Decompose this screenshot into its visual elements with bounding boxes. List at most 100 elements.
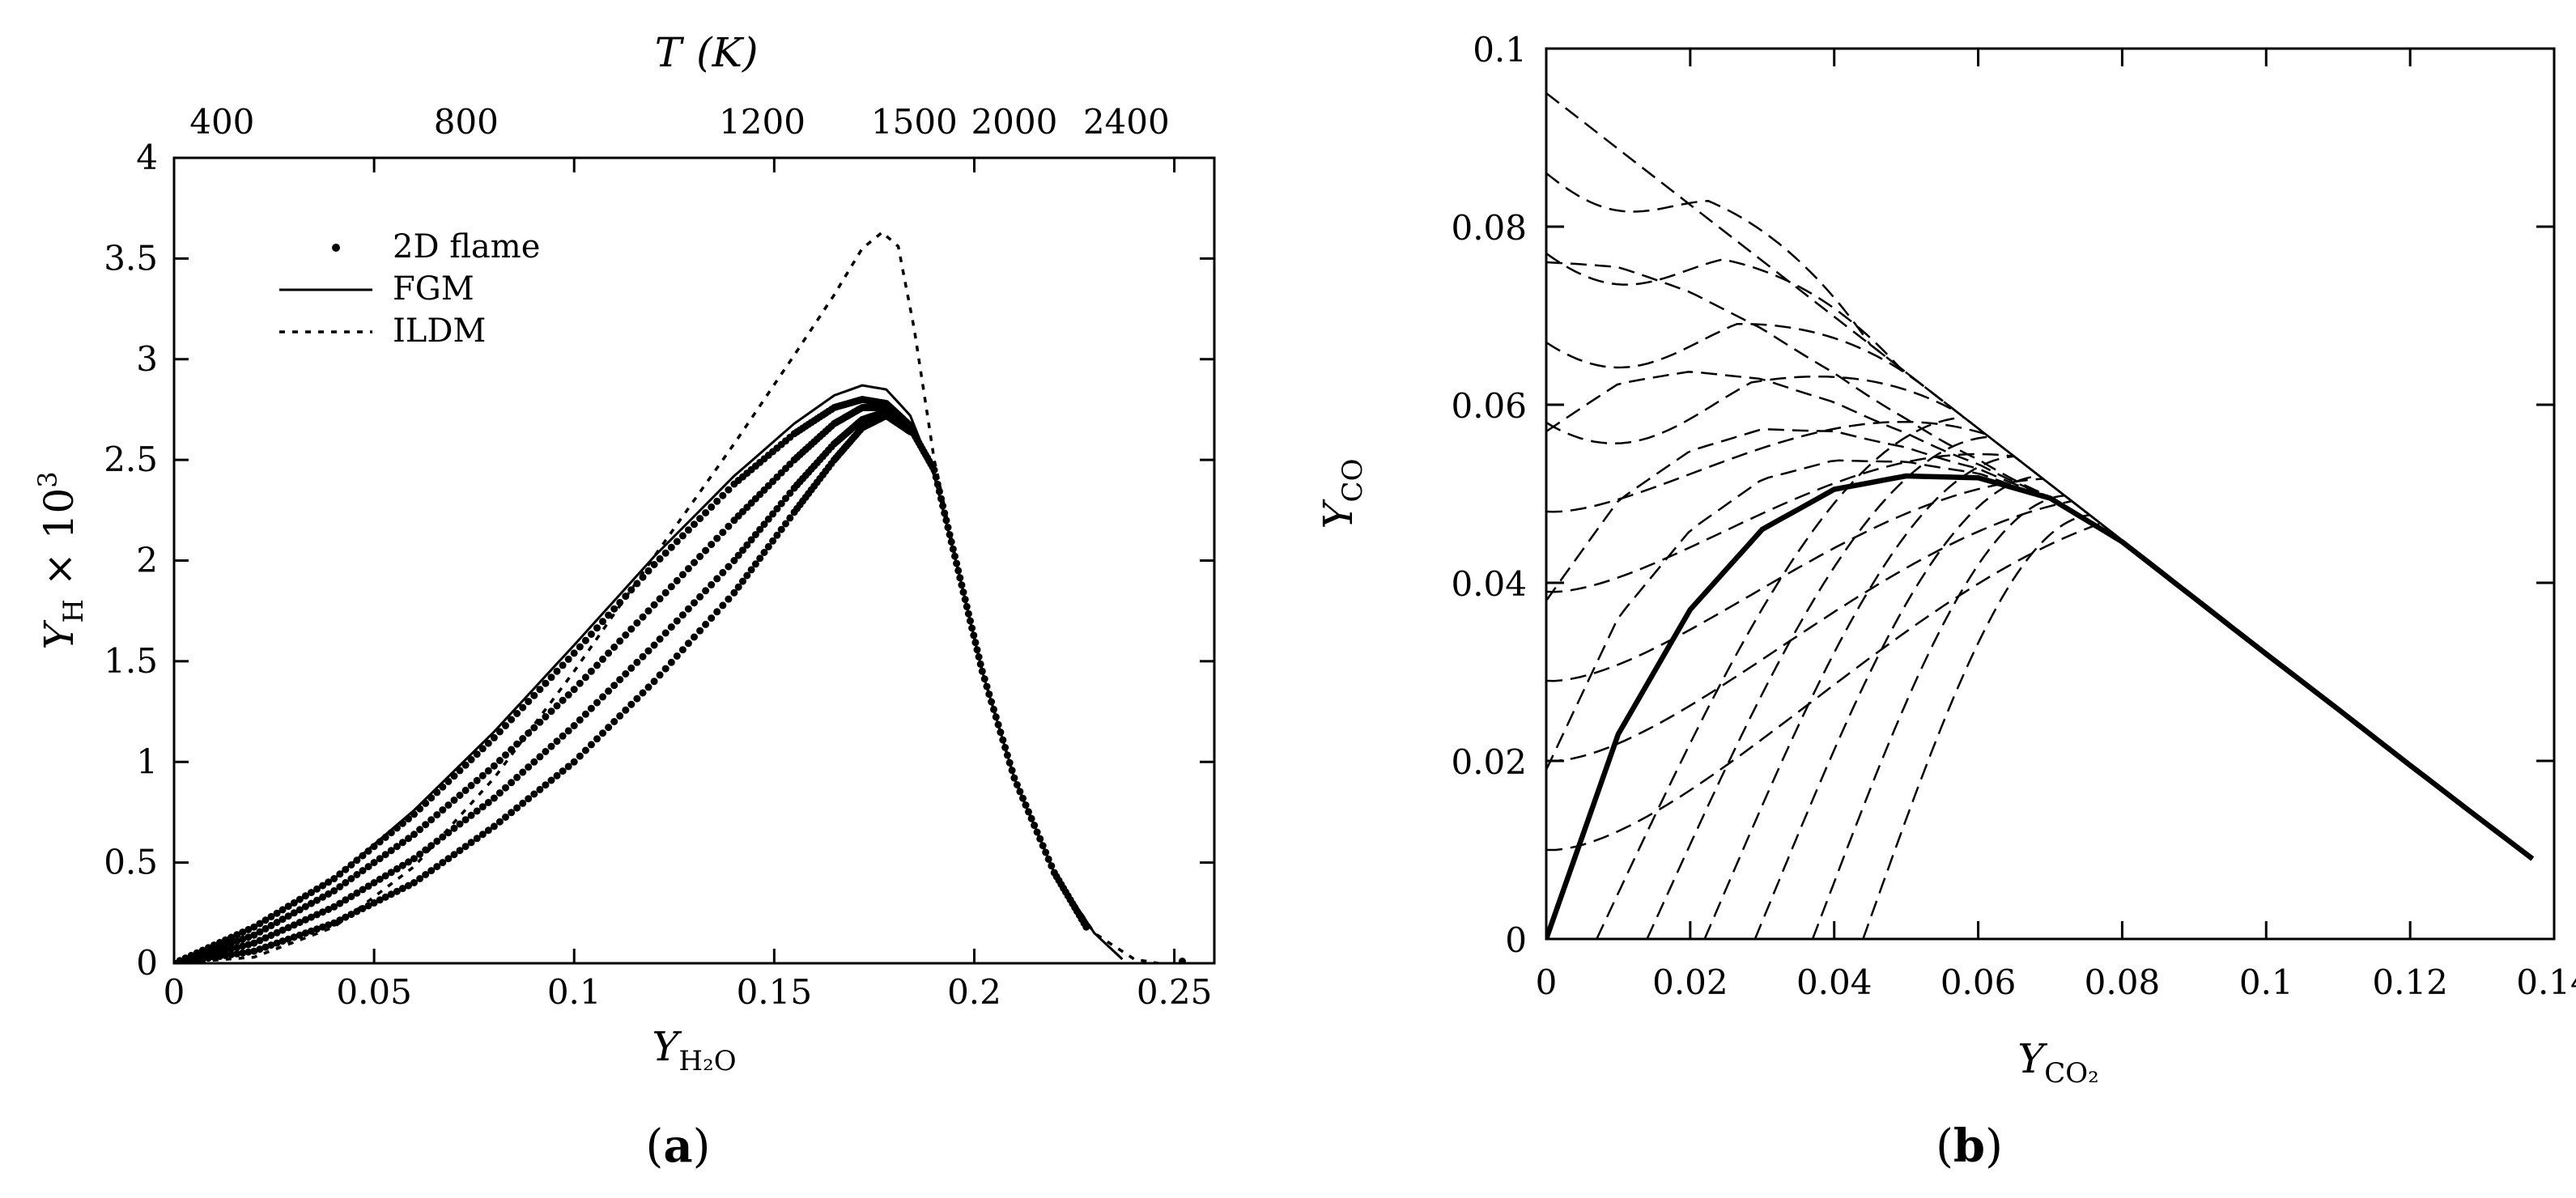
point-2d-flame — [398, 885, 406, 893]
x-tick-label: 0.1 — [2239, 962, 2293, 1002]
point-2d-flame — [439, 859, 447, 867]
point-2d-flame — [708, 580, 716, 588]
dashed-curve-upper — [1546, 478, 2131, 682]
point-2d-flame — [593, 735, 601, 743]
point-2d-flame — [525, 795, 533, 803]
point-2d-flame — [376, 838, 384, 846]
point-2d-flame — [364, 902, 372, 910]
point-2d-flame — [273, 909, 281, 917]
point-2d-flame — [1082, 923, 1090, 931]
point-2d-flame — [239, 949, 247, 957]
point-2d-flame — [777, 499, 785, 508]
dashed-curve-lower — [1753, 474, 2184, 939]
x-tick-label: 0.04 — [1796, 962, 1872, 1002]
point-2d-flame — [495, 728, 504, 736]
point-2d-flame — [734, 551, 742, 559]
point-2d-flame — [273, 928, 281, 937]
point-2d-flame — [239, 935, 247, 943]
point-2d-flame — [739, 546, 746, 554]
point-2d-flame — [627, 586, 635, 594]
point-2d-flame — [508, 809, 516, 817]
point-2d-flame — [633, 658, 641, 666]
point-2d-flame — [336, 899, 344, 907]
point-2d-flame — [198, 955, 206, 963]
point-2d-flame — [244, 948, 253, 956]
top-tick-label: 2000 — [971, 102, 1057, 142]
dashed-curve-upper — [1546, 452, 2102, 593]
point-2d-flame — [719, 529, 727, 537]
point-2d-flame — [405, 815, 412, 823]
point-2d-flame — [227, 939, 236, 947]
point-2d-flame — [547, 673, 555, 682]
point-2d-flame — [673, 576, 681, 584]
point-2d-flame — [473, 807, 481, 815]
panel-label-close: ) — [693, 1120, 711, 1173]
point-2d-flame — [968, 624, 976, 632]
point-2d-flame — [416, 875, 424, 882]
point-2d-flame — [342, 896, 350, 904]
panel-label-letter: a — [663, 1119, 692, 1173]
point-2d-flame — [990, 705, 997, 713]
point-2d-flame — [963, 602, 971, 610]
point-2d-flame — [730, 557, 738, 564]
point-2d-flame — [513, 710, 521, 717]
point-2d-flame — [325, 878, 333, 886]
point-2d-flame — [473, 776, 481, 784]
point-2d-flame — [347, 861, 355, 869]
point-2d-flame — [273, 919, 281, 926]
point-2d-flame — [398, 861, 406, 869]
point-2d-flame — [739, 577, 746, 585]
point-2d-flame — [484, 798, 492, 806]
point-2d-flame — [1044, 855, 1052, 863]
point-2d-flame — [1019, 794, 1027, 802]
point-2d-flame — [325, 890, 333, 898]
point-2d-flame — [308, 899, 315, 907]
point-2d-flame — [547, 776, 555, 784]
point-2d-flame — [661, 588, 670, 597]
point-2d-flame — [250, 931, 258, 939]
point-2d-flame — [456, 847, 464, 855]
point-2d-flame — [267, 912, 275, 920]
point-2d-flame — [536, 686, 544, 694]
point-2d-flame — [1042, 848, 1050, 856]
point-2d-flame — [564, 655, 572, 663]
point-2d-flame — [581, 636, 589, 644]
point-2d-flame — [782, 520, 789, 528]
x-tick-label: 0.12 — [2372, 962, 2448, 1002]
point-2d-flame — [376, 875, 384, 883]
point-2d-flame — [667, 543, 675, 551]
y-tick-label: 3 — [136, 339, 158, 379]
x-tick-label: 0 — [1536, 962, 1558, 1002]
dashed-curve-upper — [1546, 499, 2159, 763]
point-2d-flame — [267, 921, 275, 929]
point-2d-flame — [393, 843, 401, 851]
point-2d-flame — [295, 895, 304, 903]
point-2d-flame — [747, 536, 755, 544]
point-2d-flame — [330, 903, 338, 911]
point-2d-flame — [725, 486, 733, 494]
point-2d-flame — [308, 913, 315, 921]
y-axis-title-group: YCO — [1315, 459, 1369, 529]
point-2d-flame — [525, 763, 533, 771]
point-2d-flame — [387, 890, 395, 898]
point-2d-flame — [250, 947, 258, 955]
point-2d-flame — [980, 675, 988, 683]
point-2d-flame — [239, 942, 247, 950]
point-2d-flame — [295, 931, 304, 939]
point-2d-flame — [387, 847, 395, 855]
point-2d-flame — [559, 661, 567, 669]
point-2d-flame — [678, 532, 687, 540]
point-2d-flame — [713, 608, 721, 616]
point-2d-flame — [319, 908, 327, 916]
point-2d-flame — [405, 858, 412, 866]
point-2d-flame — [756, 525, 764, 533]
point-2d-flame — [439, 806, 447, 814]
point-2d-flame — [978, 667, 986, 675]
point-2d-flame — [769, 510, 777, 518]
point-2d-flame — [381, 851, 389, 859]
point-2d-flame — [393, 887, 401, 895]
point-2d-flame — [450, 797, 458, 804]
point-2d-flame — [513, 740, 521, 748]
point-2d-flame — [942, 516, 950, 525]
point-2d-flame — [542, 748, 550, 755]
